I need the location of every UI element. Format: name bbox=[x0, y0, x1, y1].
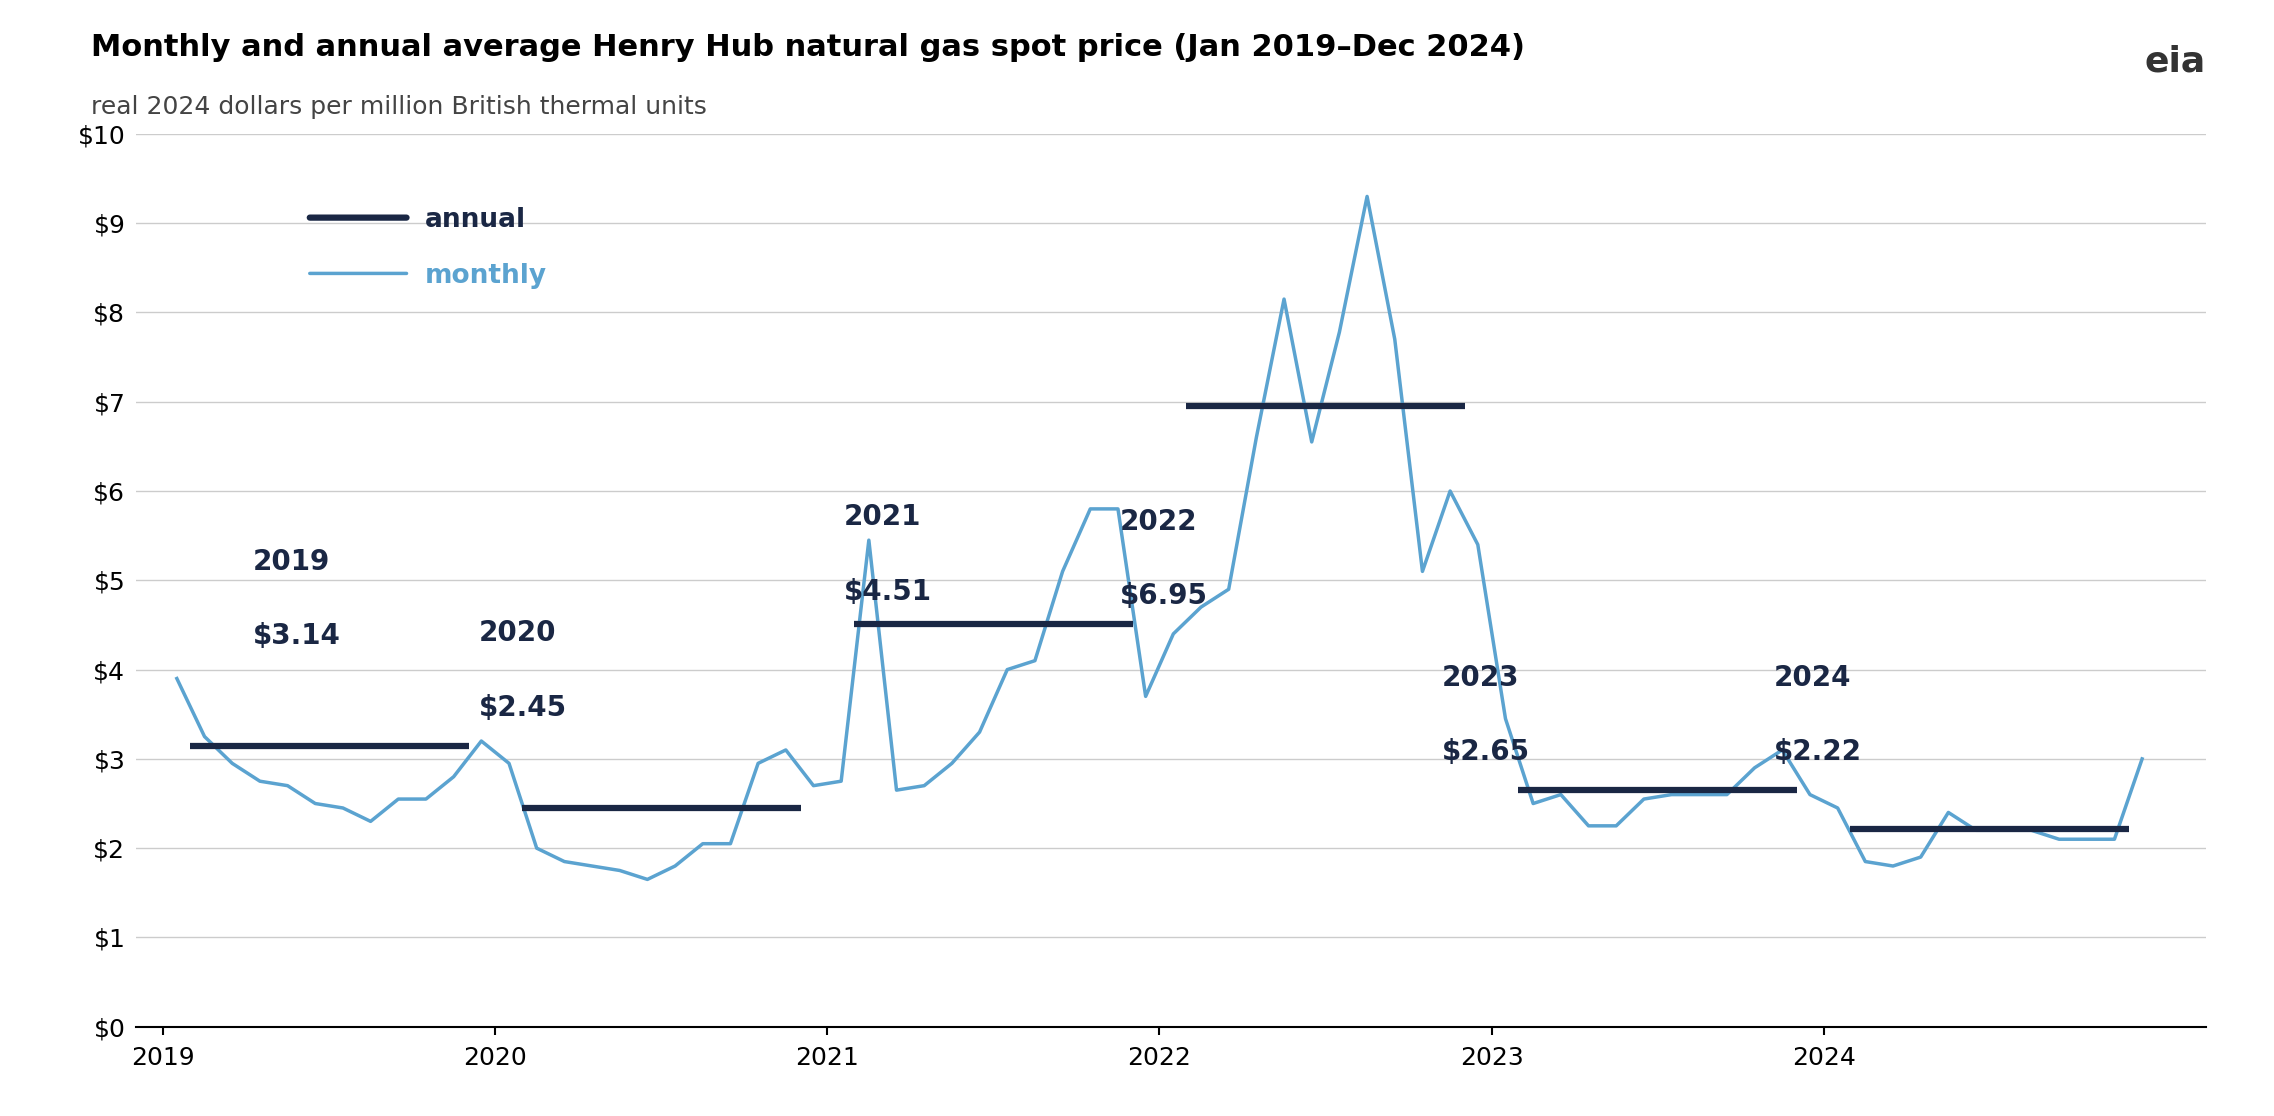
Text: 2021: 2021 bbox=[844, 503, 921, 531]
Text: annual: annual bbox=[425, 206, 525, 233]
Text: 2019: 2019 bbox=[252, 548, 330, 576]
Text: Monthly and annual average Henry Hub natural gas spot price (Jan 2019–Dec 2024): Monthly and annual average Henry Hub nat… bbox=[91, 33, 1526, 62]
Text: 2022: 2022 bbox=[1119, 508, 1196, 536]
Text: 2024: 2024 bbox=[1774, 664, 1851, 692]
Text: $2.65: $2.65 bbox=[1442, 739, 1530, 767]
Text: 2020: 2020 bbox=[478, 619, 557, 647]
Text: $6.95: $6.95 bbox=[1119, 583, 1207, 610]
Text: $2.45: $2.45 bbox=[478, 694, 566, 722]
Text: $4.51: $4.51 bbox=[844, 578, 932, 606]
Text: $3.14: $3.14 bbox=[252, 623, 341, 651]
Text: $2.22: $2.22 bbox=[1774, 739, 1862, 767]
Text: real 2024 dollars per million British thermal units: real 2024 dollars per million British th… bbox=[91, 95, 707, 119]
Text: eia: eia bbox=[2144, 45, 2206, 78]
Text: 2023: 2023 bbox=[1442, 664, 1519, 692]
Text: monthly: monthly bbox=[425, 262, 548, 289]
